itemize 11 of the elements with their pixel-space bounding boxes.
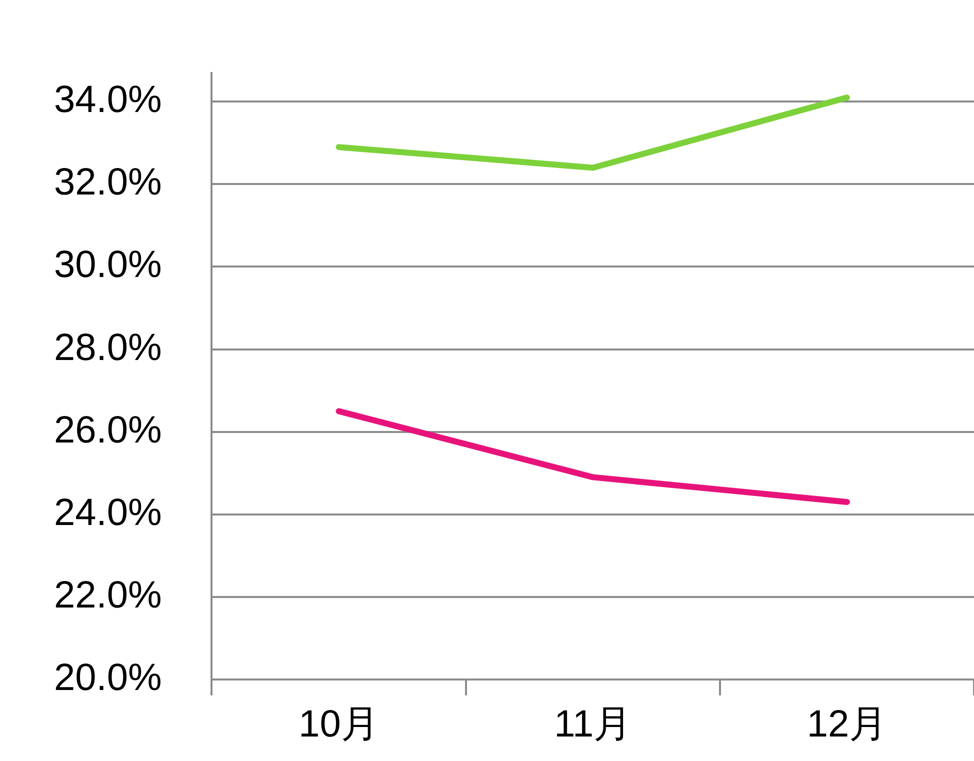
x-tick-label: 12月 [806,704,888,746]
x-tick-label: 10月 [298,704,379,746]
y-tick-label: 22.0% [54,574,162,616]
y-tick-label: 28.0% [54,326,162,369]
y-tick-label: 20.0% [54,656,162,699]
y-tick-label: 24.0% [54,492,162,534]
x-tick-label: 11月 [554,704,632,746]
y-tick-label: 34.0% [54,79,162,122]
y-tick-label: 26.0% [54,409,162,452]
y-tick-label: 32.0% [54,162,162,204]
y-tick-label: 30.0% [54,244,162,286]
